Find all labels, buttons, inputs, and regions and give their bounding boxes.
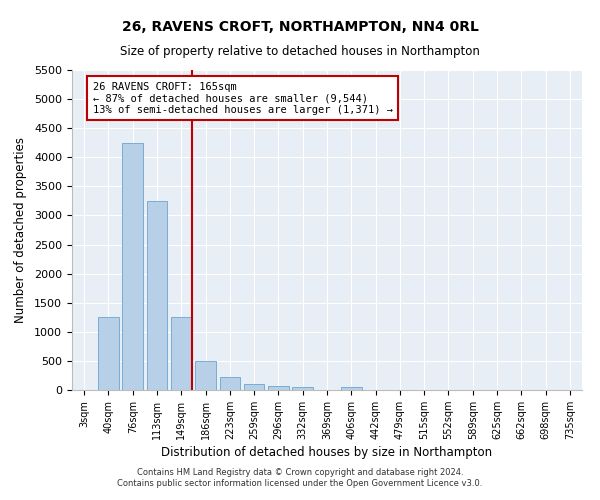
X-axis label: Distribution of detached houses by size in Northampton: Distribution of detached houses by size … [161, 446, 493, 459]
Bar [244, 384, 265, 390]
Text: 26, RAVENS CROFT, NORTHAMPTON, NN4 0RL: 26, RAVENS CROFT, NORTHAMPTON, NN4 0RL [122, 20, 478, 34]
Bar [268, 386, 289, 390]
Text: 26 RAVENS CROFT: 165sqm
← 87% of detached houses are smaller (9,544)
13% of semi: 26 RAVENS CROFT: 165sqm ← 87% of detache… [92, 82, 392, 115]
Bar [220, 377, 240, 390]
Text: Size of property relative to detached houses in Northampton: Size of property relative to detached ho… [120, 45, 480, 58]
Bar [146, 201, 167, 390]
Bar [341, 387, 362, 390]
Bar [195, 361, 216, 390]
Bar [171, 318, 191, 390]
Bar [292, 387, 313, 390]
Bar [122, 142, 143, 390]
Text: Contains HM Land Registry data © Crown copyright and database right 2024.
Contai: Contains HM Land Registry data © Crown c… [118, 468, 482, 487]
Bar [98, 318, 119, 390]
Y-axis label: Number of detached properties: Number of detached properties [14, 137, 27, 323]
